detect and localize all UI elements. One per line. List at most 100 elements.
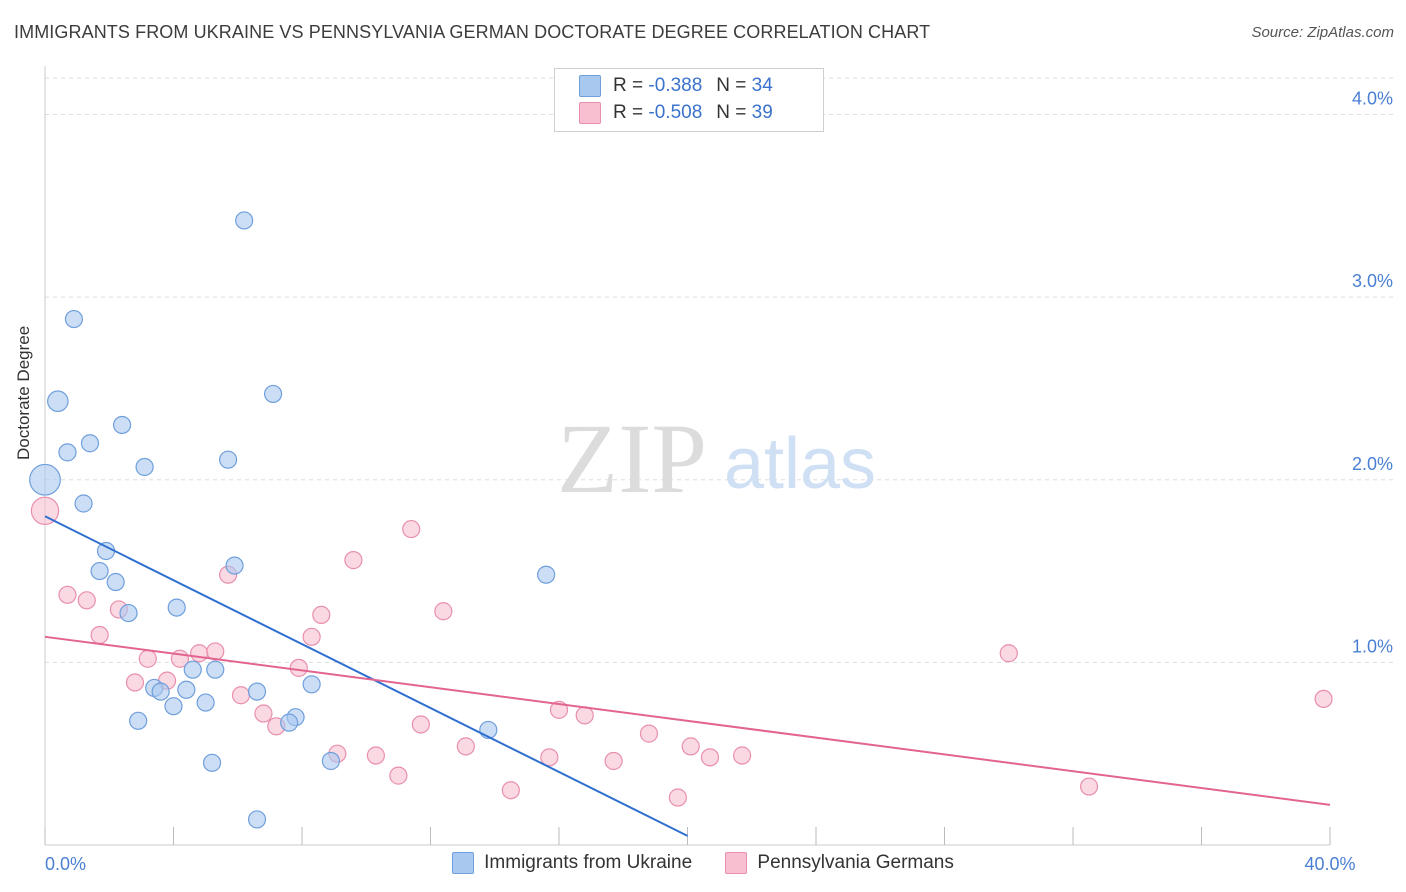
pennsylvania-germans-point [668, 788, 687, 807]
pennsylvania-germans-point [681, 737, 700, 756]
ukraine-point [206, 660, 225, 679]
pennsylvania-germans-point [411, 715, 430, 734]
ukraine-point [167, 598, 186, 617]
ukraine-point [183, 660, 202, 679]
ukraine-trendline [44, 515, 688, 837]
legend-n-label: N = [716, 75, 747, 97]
pennsylvania-germans-points [30, 496, 1333, 807]
ukraine-point [263, 384, 283, 404]
ukraine-point [58, 443, 77, 462]
x-tick-label: 40.0% [1304, 854, 1355, 874]
legend-r-label: R = [613, 75, 644, 97]
y-tick-label: 3.0% [1352, 271, 1393, 291]
ukraine-point [196, 693, 215, 712]
pennsylvania-germans-point [190, 644, 209, 663]
legend-r-value-ukraine: -0.388 [648, 75, 703, 97]
pennsylvania-germans-point [1079, 777, 1099, 796]
axes [44, 66, 1331, 846]
pennsylvania-germans-trendline [44, 635, 1331, 806]
pennsylvania-germans-point [389, 766, 408, 785]
ukraine-point [112, 415, 132, 435]
x-tick-label: 0.0% [45, 854, 86, 874]
y-tick-label: 4.0% [1352, 89, 1393, 109]
pink-swatch [725, 852, 748, 874]
legend-item-penn-german: Pennsylvania Germans [725, 852, 954, 874]
pennsylvania-germans-point [138, 649, 157, 668]
source-label: Source: ZipAtlas.com [1251, 24, 1394, 41]
pennsylvania-germans-point [30, 496, 60, 526]
pennsylvania-germans-point [549, 700, 569, 719]
ukraine-point [225, 556, 244, 575]
y-tick-label: 2.0% [1352, 454, 1393, 474]
pennsylvania-germans-point [733, 746, 752, 765]
watermark-atlas: atlas [724, 424, 876, 504]
pennsylvania-germans-point [639, 724, 659, 743]
stats-legend: R = -0.388 N = 34 R = -0.508 N = 39 [554, 68, 824, 132]
pennsylvania-germans-point [231, 686, 251, 705]
ukraine-point [302, 675, 321, 694]
blue-swatch [579, 75, 601, 97]
ukraine-point [47, 390, 69, 413]
legend-n-value-ukraine: 34 [751, 75, 773, 97]
pennsylvania-germans-point [434, 602, 453, 621]
tick-labels: 1.0% 2.0% 3.0% 4.0% 0.0% 40.0% [45, 89, 1393, 874]
legend-n-label: N = [716, 102, 747, 124]
ukraine-point [90, 561, 109, 581]
legend-r-value-penn-german: -0.508 [648, 102, 703, 124]
ukraine-point [106, 572, 125, 592]
legend-row-penn-german: R = -0.508 N = 39 [579, 102, 773, 128]
pennsylvania-germans-point [90, 625, 109, 645]
chart-title: IMMIGRANTS FROM UKRAINE VS PENNSYLVANIA … [14, 22, 931, 42]
ukraine-point [80, 434, 100, 453]
ukraine-point [64, 309, 84, 329]
ukraine-point [129, 711, 148, 730]
ukraine-point [247, 682, 267, 701]
ukraine-point [135, 457, 154, 477]
pennsylvania-germans-point [289, 658, 308, 677]
blue-swatch [452, 852, 475, 874]
pink-swatch [579, 102, 601, 124]
legend-row-ukraine: R = -0.388 N = 34 [579, 75, 773, 101]
legend-label-penn-german: Pennsylvania Germans [757, 852, 954, 874]
ukraine-point [235, 211, 254, 230]
pennsylvania-germans-point [402, 519, 421, 539]
pennsylvania-germans-point [302, 627, 321, 646]
legend-item-ukraine: Immigrants from Ukraine [452, 852, 692, 874]
ukraine-point [202, 753, 222, 772]
trendlines [44, 515, 1331, 837]
ukraine-point [74, 494, 93, 513]
pennsylvania-germans-point [456, 737, 475, 756]
ukraine-point [219, 450, 238, 469]
legend-label-ukraine: Immigrants from Ukraine [484, 852, 693, 874]
ukraine-point [537, 565, 556, 584]
ukraine-point [177, 680, 196, 699]
pennsylvania-germans-point [999, 644, 1018, 663]
pennsylvania-germans-point [540, 748, 559, 767]
ukraine-point [247, 810, 267, 829]
pennsylvania-germans-point [125, 673, 145, 692]
ukraine-point [96, 541, 116, 561]
ukraine-point [280, 713, 299, 732]
grid-lines [45, 77, 1395, 663]
pennsylvania-germans-point [312, 605, 331, 625]
pennsylvania-germans-point [1314, 689, 1333, 709]
pennsylvania-germans-point [575, 706, 594, 725]
ukraine-point [321, 751, 341, 771]
pennsylvania-germans-point [344, 551, 363, 570]
pennsylvania-germans-point [604, 751, 623, 771]
ukraine-point [119, 603, 138, 623]
pennsylvania-germans-point [700, 748, 720, 767]
y-tick-label: 1.0% [1352, 636, 1393, 656]
pennsylvania-germans-point [501, 781, 520, 800]
pennsylvania-germans-point [77, 591, 96, 610]
ukraine-points [29, 211, 556, 829]
series-legend: Immigrants from Ukraine Pennsylvania Ger… [0, 852, 1406, 874]
pennsylvania-germans-point [366, 746, 385, 765]
pennsylvania-germans-point [58, 585, 77, 604]
ukraine-point [29, 463, 61, 496]
legend-r-label: R = [613, 102, 644, 124]
pennsylvania-germans-point [254, 704, 273, 723]
watermark-zip: ZIP [557, 403, 707, 514]
ukraine-point [164, 697, 183, 716]
